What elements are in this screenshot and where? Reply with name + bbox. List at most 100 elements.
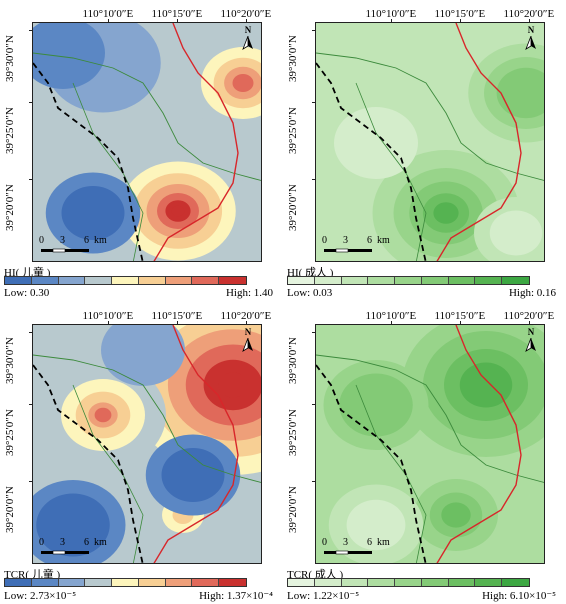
longitude-tick: [528, 19, 530, 22]
district-boundary: [33, 52, 261, 181]
map-frame: N 0 3 6 km: [32, 324, 262, 564]
latitude-tick: [29, 30, 32, 31]
river-line: [436, 325, 522, 563]
legend-swatch: [341, 579, 369, 586]
longitude-tick: [176, 321, 178, 324]
contour-zone: [459, 362, 513, 408]
scale-tick-label: 3: [60, 235, 65, 246]
latitude-tick: [29, 178, 32, 180]
scale-tick-label: 6: [367, 235, 372, 246]
latitude-label: 39°30′0″N: [4, 337, 16, 384]
legend-high-label: High: 1.40: [225, 287, 273, 299]
legend-swatch: [475, 579, 503, 586]
legend-high-label: High: 6.10×10⁻⁵: [482, 590, 556, 602]
scale-bar: 0 3 6 km: [322, 235, 402, 255]
scale-bar: 0 3 6 km: [39, 235, 119, 255]
contour-zone: [61, 186, 125, 240]
longitude-tick: [245, 19, 247, 22]
contour-zone: [232, 74, 254, 92]
legend-swatch: [85, 277, 113, 284]
longitude-tick: [390, 321, 392, 324]
north-arrow-icon: N: [241, 327, 255, 352]
longitude-tick: [459, 321, 461, 324]
legend-low-label: Low: 0.03: [287, 287, 333, 299]
legend-swatch: [58, 277, 86, 284]
district-boundary: [72, 384, 144, 563]
longitude-label: 110°10′0″E: [365, 8, 417, 20]
longitude-tick: [459, 19, 461, 22]
longitude-label: 110°10′0″E: [82, 310, 134, 322]
legend-swatch: [314, 277, 342, 284]
longitude-label: 110°10′0″E: [82, 8, 134, 20]
legend-swatch: [112, 277, 139, 284]
scale-unit-label: km: [94, 235, 107, 246]
dashed-boundary-line: [316, 62, 427, 261]
contour-zone: [171, 205, 185, 217]
longitude-label: 110°20′0″E: [503, 8, 555, 20]
longitude-tick: [176, 19, 178, 22]
legend-color-ramp: [4, 578, 247, 587]
dashed-boundary-line: [33, 62, 144, 261]
legend-swatch: [368, 579, 396, 586]
legend-swatch: [368, 277, 396, 284]
legend-swatch: [448, 277, 476, 284]
district-boundary: [355, 82, 427, 261]
map-frame: N 0 3 6 km: [32, 22, 262, 262]
contour-zone: [346, 499, 406, 551]
surface-map: [316, 23, 544, 261]
legend-swatch: [314, 579, 342, 586]
north-label: N: [527, 327, 535, 337]
legend-swatch: [5, 579, 32, 586]
contour-zone: [441, 502, 471, 528]
scale-tick-label: 0: [39, 235, 44, 246]
legend-swatch: [219, 579, 247, 586]
district-boundary: [33, 354, 261, 483]
scale-bar: 0 3 6 km: [39, 537, 119, 557]
legend-swatch: [138, 277, 166, 284]
longitude-label: 110°20′0″E: [220, 8, 272, 20]
latitude-label: 39°25′0″N: [287, 409, 299, 456]
map-panel-hi-child: 110°10′0″E 110°15′0″E 110°20′0″E 39°30′0″N 3…: [0, 0, 283, 302]
contour-zone: [489, 210, 543, 256]
latitude-tick: [29, 332, 32, 333]
contour-zone: [339, 373, 413, 437]
scale-tick-label: 0: [322, 537, 327, 548]
longitude-tick: [528, 321, 530, 324]
latitude-label: 39°20′0″N: [287, 183, 299, 231]
legend-low-label: Low: 1.22×10⁻⁵: [287, 590, 360, 602]
surface-map: [33, 23, 261, 261]
latitude-label: 39°25′0″N: [4, 409, 16, 456]
latitude-label: 39°30′0″N: [4, 35, 16, 82]
district-boundary: [316, 354, 544, 483]
river-line: [436, 23, 522, 261]
scale-tick-label: 0: [322, 235, 327, 246]
legend-swatch: [31, 277, 59, 284]
latitude-tick: [312, 178, 315, 180]
longitude-label: 110°15′0″E: [151, 310, 203, 322]
contour-zone: [161, 448, 225, 502]
contour-zone: [496, 67, 544, 119]
legend-swatch: [288, 277, 315, 284]
legend-swatch: [341, 277, 369, 284]
legend-low-label: Low: 2.73×10⁻⁵: [4, 590, 77, 602]
latitude-tick: [29, 480, 32, 482]
latitude-label: 39°30′0″N: [287, 35, 299, 82]
map-frame: N 0 3 6 km: [315, 22, 545, 262]
scale-tick-label: 3: [343, 235, 348, 246]
river-line: [153, 23, 239, 261]
longitude-tick: [107, 19, 109, 22]
district-boundary: [316, 52, 544, 181]
legend-high-label: High: 0.16: [508, 287, 556, 299]
map-panel-tcr-adult: 110°10′0″E 110°15′0″E 110°20′0″E 39°30′0″N 3…: [283, 302, 566, 604]
legend-low-label: Low: 0.30: [4, 287, 50, 299]
legend-swatch: [219, 277, 247, 284]
legend-swatch: [58, 579, 86, 586]
north-arrow-icon: N: [524, 25, 538, 50]
scale-tick-label: 3: [60, 537, 65, 548]
north-label: N: [527, 25, 535, 35]
contour-zone: [33, 23, 105, 89]
latitude-label: 39°30′0″N: [287, 337, 299, 384]
legend-swatch: [395, 579, 422, 586]
legend-swatch: [165, 579, 193, 586]
map-frame: N 0 3 6 km: [315, 324, 545, 564]
